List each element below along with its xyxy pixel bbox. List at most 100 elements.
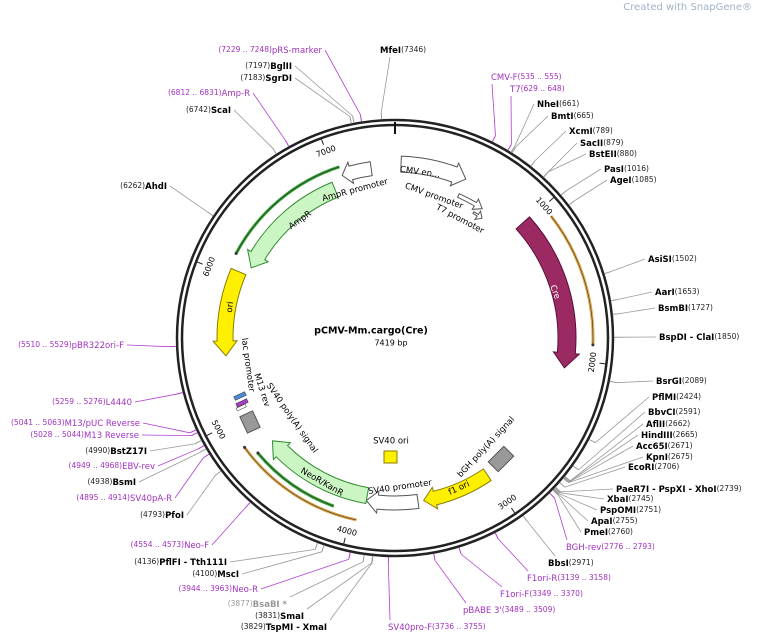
primer-leader — [554, 497, 568, 541]
feature-label: CMV promoter — [403, 181, 464, 212]
site-label: AflII(2662) — [646, 419, 690, 430]
site-leader — [548, 153, 587, 173]
site-label-name: AgeI — [610, 176, 632, 186]
primer-label: (5510 .. 5529)pBR322ori-F — [18, 340, 124, 351]
site-leader — [547, 142, 578, 173]
site-label-position: (661) — [559, 99, 579, 108]
primer-label-name: CMV-F — [491, 73, 518, 83]
site-label: (6742)ScaI — [186, 105, 231, 116]
site-label-position: (2755) — [613, 516, 638, 525]
site-label-position: (1502) — [672, 254, 697, 263]
site-label-position: (1085) — [632, 175, 657, 184]
site-label-name: SgrDI — [265, 74, 292, 84]
site-label: BsrGI(2089) — [656, 376, 707, 387]
primer-label-name: pRS-marker — [272, 46, 323, 56]
site-label: HindIII(2665) — [641, 430, 698, 441]
site-label-position: (1653) — [675, 287, 700, 296]
feature-label: SV40 poly(A) signal — [264, 381, 320, 455]
site-leader — [138, 452, 201, 483]
site-leader — [568, 200, 575, 206]
site-label-name: BsrGI — [656, 377, 682, 387]
site-leader — [595, 396, 650, 444]
bgh-polya — [487, 445, 515, 473]
site-label-name: AsiSI — [648, 255, 672, 265]
site-label: PasI(1016) — [604, 164, 649, 175]
site-leader — [569, 434, 639, 482]
primer-label-position: (5028 .. 5044) — [30, 430, 84, 439]
site-leader — [616, 380, 654, 384]
site-label-position: (1016) — [624, 164, 649, 173]
site-leader — [562, 477, 569, 484]
primer-leader — [460, 553, 503, 588]
site-leader — [558, 493, 598, 511]
site-label: (3831)SmaI — [255, 611, 304, 622]
site-leader — [568, 456, 644, 484]
site-leader — [543, 171, 549, 178]
neor-orf-outline — [244, 447, 357, 521]
site-label-position: (2760) — [608, 527, 633, 536]
map-title: pCMV-Mm.cargo(Cre) — [314, 326, 428, 337]
primer-label: BGH-rev(2776 .. 2793) — [566, 542, 655, 553]
site-label-name: PaeR7I - PspXI - XhoI — [616, 485, 717, 495]
site-label-position: (879) — [603, 138, 623, 147]
site-label: EcoRI(2706) — [628, 462, 679, 473]
site-label: (3877)BsaBI * — [228, 599, 288, 610]
primer-leader — [141, 434, 192, 437]
primer-label-name: F1ori-R — [527, 574, 557, 584]
site-label-position: (2665) — [673, 430, 698, 439]
site-label-name: TspMI - XmaI — [266, 623, 327, 633]
primer-label-position: (3736 .. 3755) — [432, 622, 486, 631]
watermark: Created with SnapGene® — [623, 2, 752, 13]
site-label: MfeI(7346) — [380, 45, 426, 56]
feature-label: SV40 promoter — [368, 478, 433, 497]
site-label-position: (4938) — [87, 477, 112, 486]
lac-box — [235, 403, 247, 412]
site-leader — [215, 470, 222, 476]
map-length: 7419 bp — [374, 339, 407, 348]
site-label-position: (1850) — [714, 332, 739, 341]
site-label: (4938)BsmI — [87, 477, 136, 488]
site-leader — [289, 561, 364, 598]
f1-ori-arrow — [422, 468, 492, 510]
site-label-position: (2751) — [636, 505, 661, 514]
ruler-tick — [196, 261, 203, 265]
primer-label: (4949 .. 4968)EBV-rev — [69, 461, 155, 472]
site-label-name: BstZ17I — [110, 447, 147, 457]
primer-label-position: (7229 .. 7248) — [218, 45, 272, 54]
site-leader — [554, 487, 561, 494]
primer-leader — [174, 457, 204, 499]
primer-label-name: pBR322ori-F — [72, 341, 124, 351]
primer-leader — [491, 135, 496, 143]
primer-label: (6812 .. 6831)Amp-R — [168, 88, 250, 99]
site-label-name: BbvCI — [648, 408, 676, 418]
site-label: (4990)BstZ17I — [85, 446, 147, 457]
site-leader — [207, 211, 214, 217]
primer-label: (4554 .. 4573)Neo-F — [131, 540, 210, 551]
cre-arrow — [515, 216, 581, 369]
primer-label-name: Neo-F — [184, 541, 209, 551]
site-label-name: BstEII — [589, 150, 617, 160]
primer-leader — [434, 560, 467, 604]
site-label-name: HindIII — [641, 431, 673, 441]
site-leader — [371, 555, 373, 563]
site-label-name: ScaI — [211, 106, 231, 116]
site-leader — [619, 307, 656, 314]
site-label: XbaI(2745) — [607, 494, 654, 505]
primer-leader — [260, 558, 349, 590]
site-leader — [572, 465, 579, 471]
site-leader — [557, 494, 582, 533]
neor-cds-outline — [257, 452, 334, 507]
primer-leader — [494, 532, 499, 540]
site-label-name: BbsI — [548, 559, 569, 569]
primer-leader — [348, 552, 351, 560]
site-label: KpnI(2675) — [646, 452, 693, 463]
site-leader — [526, 521, 556, 557]
primer-leader — [126, 344, 170, 348]
site-label: BspDI - ClaI(1850) — [659, 332, 739, 343]
site-leader — [560, 190, 567, 196]
site-label-position: (880) — [617, 149, 637, 158]
site-leader — [578, 411, 646, 471]
site-label: BbsI(2971) — [548, 558, 594, 569]
site-label-position: (2089) — [682, 376, 707, 385]
ruler-tick — [343, 537, 346, 544]
